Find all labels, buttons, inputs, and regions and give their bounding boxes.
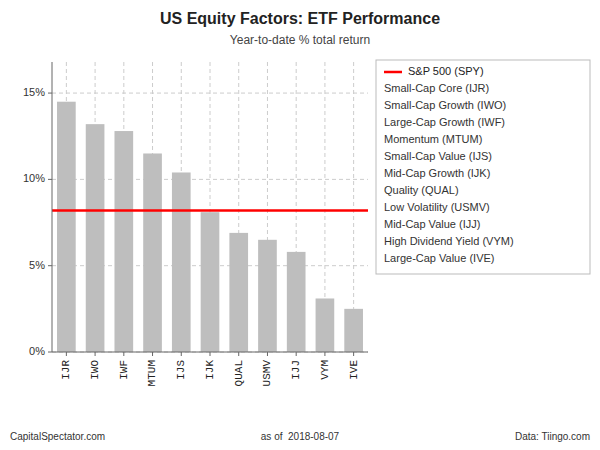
title: US Equity Factors: ETF Performance [160, 10, 440, 27]
legend-box [376, 60, 590, 274]
x-tick-label: IJS [175, 360, 187, 380]
bar [201, 212, 220, 352]
y-axis [52, 62, 53, 352]
key-entry: Small-Cap Core (IJR) [384, 82, 489, 94]
y-tick [48, 179, 52, 180]
x-tick-label: IJK [204, 360, 216, 380]
bar [143, 153, 162, 352]
x-tick [95, 352, 96, 356]
x-tick [353, 352, 354, 356]
grid [52, 62, 368, 352]
x-tick-label: QUAL [233, 360, 245, 386]
key-entry: Mid-Cap Value (IJJ) [384, 218, 480, 230]
x-tick [181, 352, 182, 356]
y-tick-label: 15% [23, 86, 45, 98]
legend: S&P 500 (SPY) Small-Cap Core (IJR) Small-C… [376, 60, 590, 274]
key-entry: Low Volatility (USMV) [384, 201, 490, 213]
bar [344, 309, 363, 352]
bar [57, 102, 76, 352]
bar [229, 233, 248, 352]
subtitle: Year-to-date % total return [230, 33, 370, 47]
reference-line [52, 209, 368, 212]
y-tick [48, 93, 52, 94]
key-entry: Momentum (MTUM) [384, 133, 482, 145]
bar [316, 298, 335, 352]
key-entry: Small-Cap Growth (IWO) [384, 99, 506, 111]
bar [86, 124, 105, 352]
x-tick [267, 352, 268, 356]
y-tick [48, 352, 52, 353]
x-tick-label: IJR [60, 360, 72, 380]
bar [258, 240, 277, 352]
bar [172, 172, 191, 352]
x-tick-label: USMV [261, 360, 273, 387]
chart: US Equity Factors: ETF Performance Year-t… [0, 0, 600, 450]
key-entry: Mid-Cap Growth (IJK) [384, 167, 490, 179]
x-tick [238, 352, 239, 356]
key-entry: Large-Cap Value (IVE) [384, 252, 494, 264]
legend-swatch [384, 71, 402, 74]
x-tick-label: IWO [89, 360, 101, 380]
y-tick-label: 0% [29, 345, 45, 357]
grid-line [353, 62, 354, 352]
marks [52, 102, 368, 352]
footer: as of 2018-08-07 [261, 431, 340, 442]
x-tick-label: VYM [319, 360, 331, 380]
x-tick-label: IWF [118, 360, 130, 380]
key-entry: High Dividend Yield (VYM) [384, 235, 514, 247]
key-entry: Small-Cap Value (IJS) [384, 150, 492, 162]
bar [287, 252, 306, 352]
x-tick-label: IJJ [290, 360, 302, 380]
x-tick [152, 352, 153, 356]
x-tick [324, 352, 325, 356]
x-tick [66, 352, 67, 356]
y-tick-label: 10% [23, 172, 45, 184]
key-entry: Large-Cap Growth (IWF) [384, 116, 505, 128]
x-tick-label: IVE [348, 360, 360, 380]
x-tick [296, 352, 297, 356]
footer: CapitalSpectator.com [10, 431, 105, 442]
key-entry: Quality (QUAL) [384, 184, 459, 196]
y-tick [48, 265, 52, 266]
x-tick [123, 352, 124, 356]
bar [114, 131, 133, 352]
x-tick-label: MTUM [146, 360, 158, 386]
y-tick-label: 5% [29, 259, 45, 271]
legend-entry: S&P 500 (SPY) [408, 65, 484, 77]
x-tick [210, 352, 211, 356]
footer: Data: Tiingo.com [515, 431, 590, 442]
